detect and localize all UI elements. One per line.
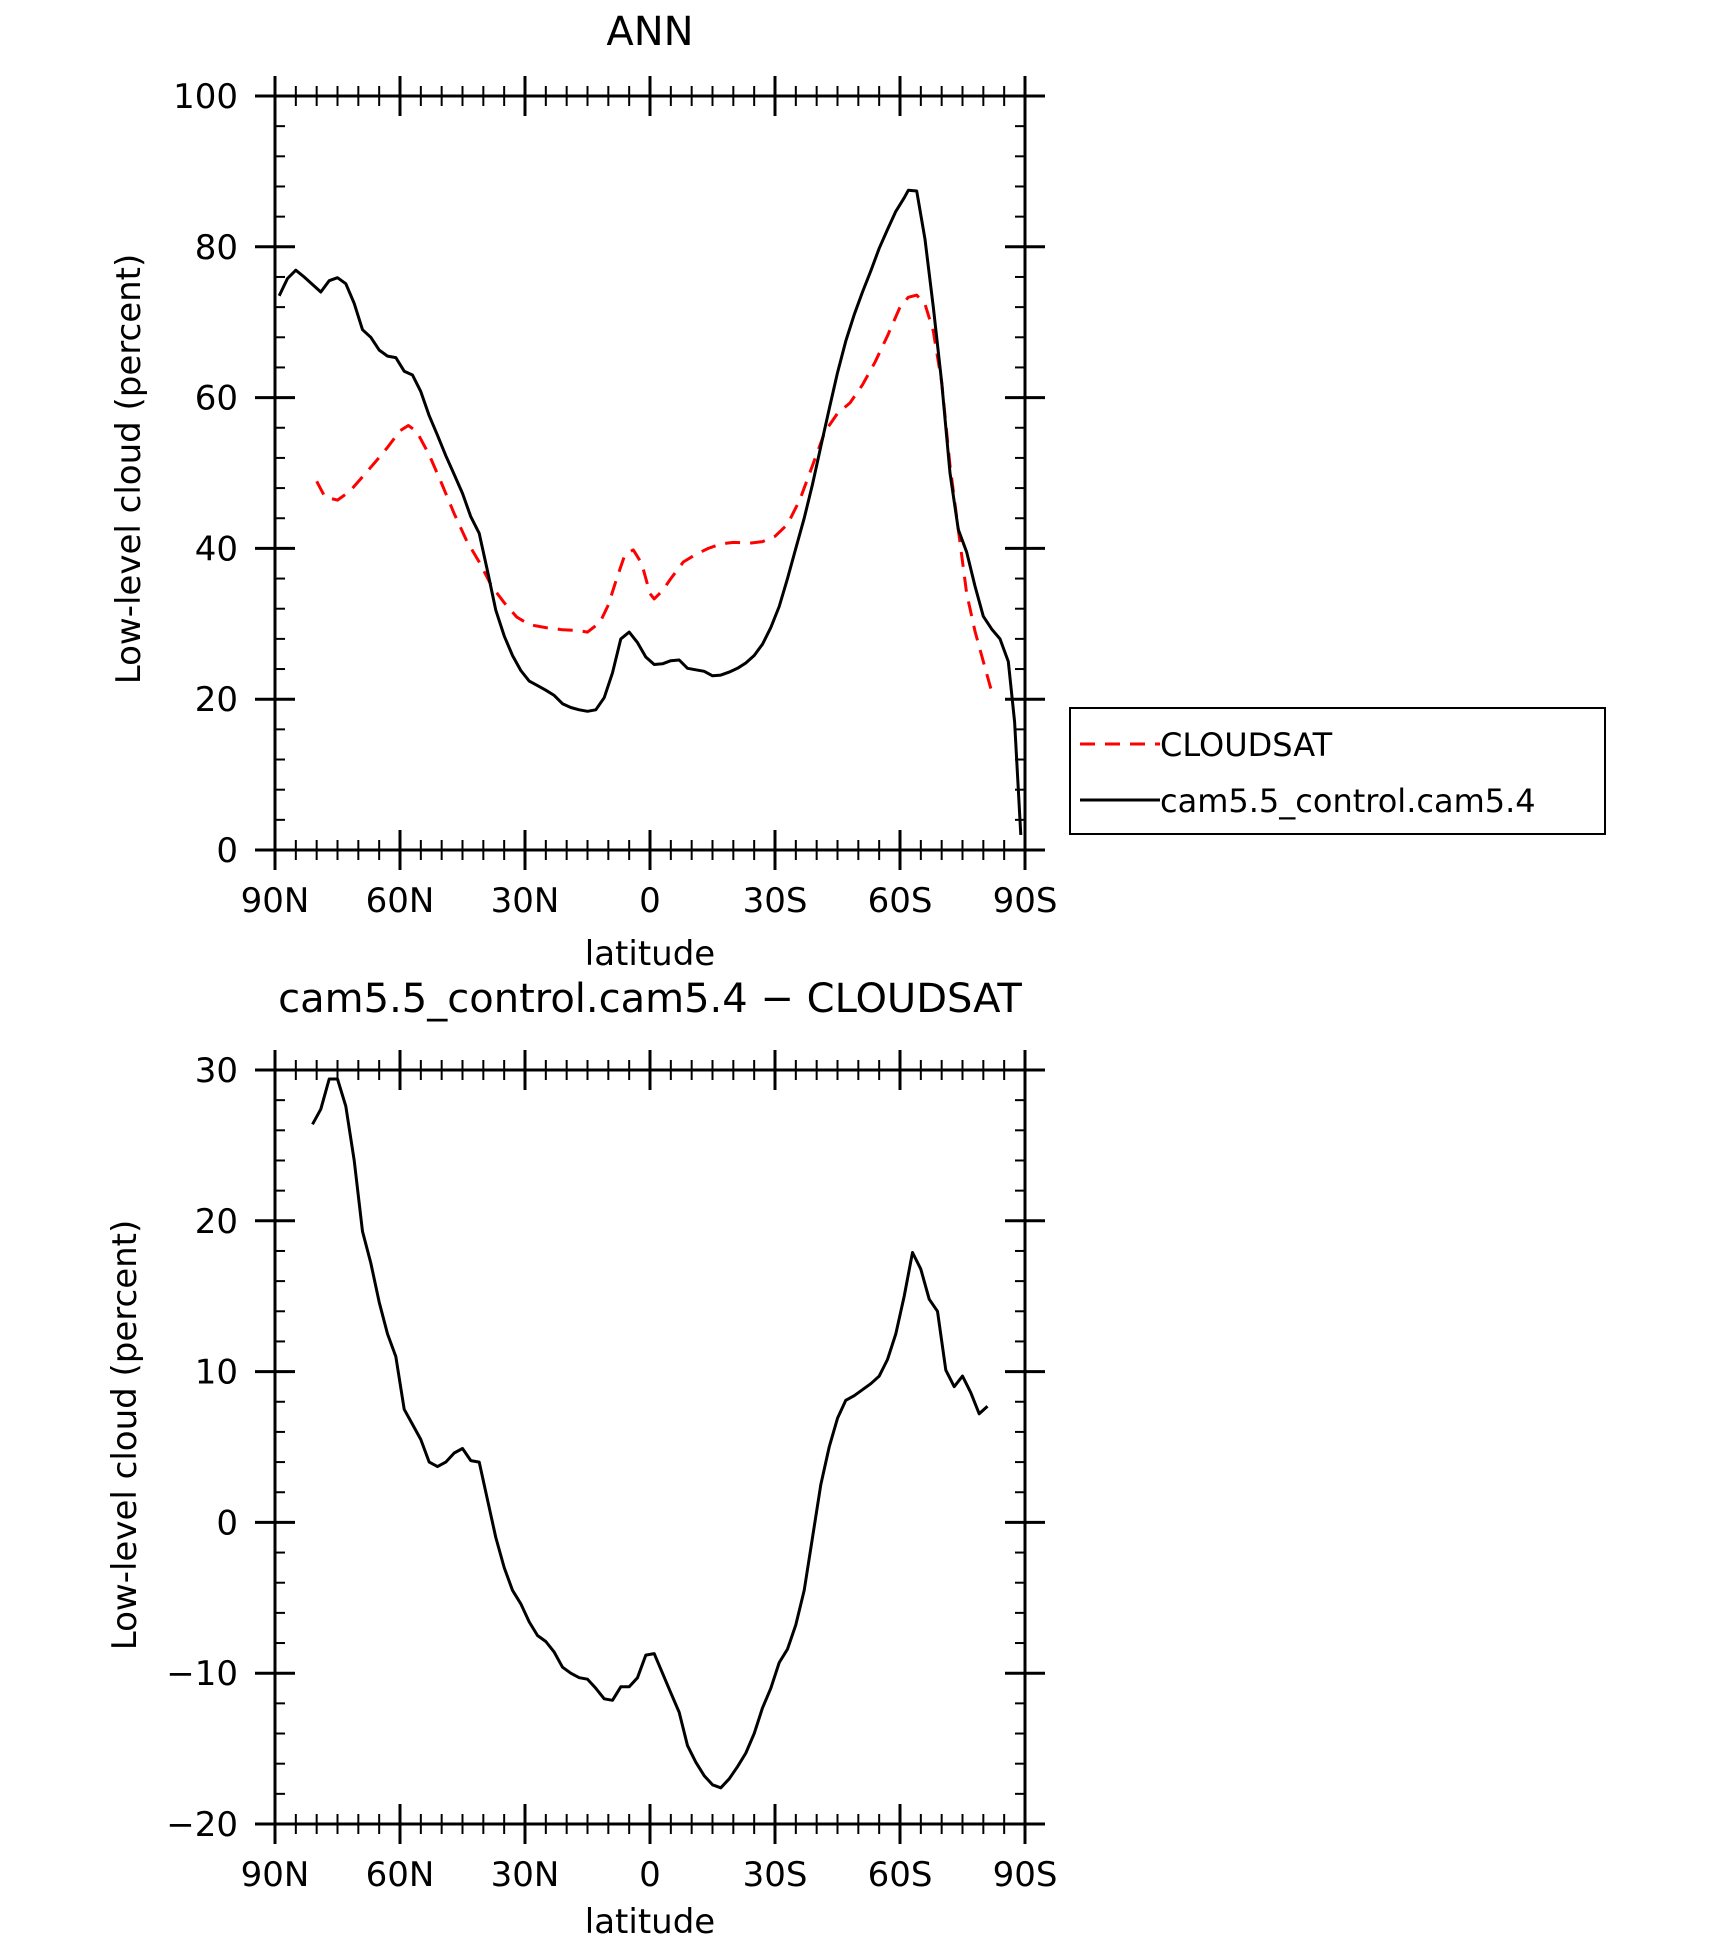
bottom-y-tick-label: 20 <box>195 1202 238 1242</box>
legend: CLOUDSAT cam5.5_control.cam5.4 <box>1069 707 1606 835</box>
top-x-axis-label: latitude <box>585 934 715 974</box>
bottom-x-tick-label: 90S <box>993 1855 1058 1895</box>
top-y-tick-label: 60 <box>195 379 238 419</box>
top-y-tick-label: 40 <box>195 529 238 569</box>
top-x-tick-label: 60N <box>366 881 435 921</box>
top-x-tick-label: 90S <box>993 881 1058 921</box>
bottom-x-axis-label: latitude <box>585 1902 715 1939</box>
top-x-tick-label: 30N <box>491 881 560 921</box>
top-panel: ANN latitude Low-level cloud (percent) 9… <box>109 9 1057 974</box>
top-y-tick-label: 100 <box>173 77 238 117</box>
bottom-axes: 90N 60N 30N 0 30S 60S 90S −20 −10 0 10 20 30 <box>166 1050 1057 1895</box>
top-y-tick-label: 80 <box>195 228 238 268</box>
bottom-y-tick-label: −10 <box>166 1654 238 1694</box>
bottom-series <box>311 1077 989 1790</box>
bottom-x-tick-label: 60S <box>868 1855 933 1895</box>
bottom-x-tick-label: 30S <box>743 1855 808 1895</box>
legend-label-model: cam5.5_control.cam5.4 <box>1160 782 1536 820</box>
top-x-tick-label: 30S <box>743 881 808 921</box>
bottom-y-axis-label: Low-level cloud (percent) <box>105 1220 145 1651</box>
bottom-x-tick-label: 60N <box>366 1855 435 1895</box>
bottom-y-tick-label: 30 <box>195 1051 238 1091</box>
bottom-series-line-0 <box>311 1077 989 1790</box>
bottom-y-tick-label: 0 <box>216 1503 238 1543</box>
top-chart-title: ANN <box>606 9 693 55</box>
bottom-chart-title: cam5.5_control.cam5.4 − CLOUDSAT <box>278 976 1022 1022</box>
top-series <box>277 188 1023 835</box>
top-x-tick-label: 0 <box>639 881 661 921</box>
bottom-y-tick-label: −20 <box>166 1805 238 1845</box>
bottom-panel: cam5.5_control.cam5.4 − CLOUDSAT latitud… <box>105 976 1057 1939</box>
bottom-plot-frame <box>273 1068 1027 1826</box>
legend-label-cloudsat: CLOUDSAT <box>1160 726 1333 764</box>
top-series-line-1 <box>277 188 1023 835</box>
bottom-x-tick-label: 90N <box>241 1855 310 1895</box>
top-x-tick-label: 90N <box>241 881 310 921</box>
top-y-tick-label: 0 <box>216 831 238 871</box>
top-plot-frame <box>273 94 1027 852</box>
top-x-tick-label: 60S <box>868 881 933 921</box>
top-y-axis-label: Low-level cloud (percent) <box>109 254 149 685</box>
top-y-tick-label: 20 <box>195 680 238 720</box>
top-axes: 90N 60N 30N 0 30S 60S 90S 0 20 40 60 80 100 <box>173 76 1057 921</box>
top-series-line-0 <box>315 293 994 693</box>
bottom-x-tick-label: 30N <box>491 1855 560 1895</box>
bottom-x-tick-label: 0 <box>639 1855 661 1895</box>
legend-box <box>1069 707 1606 835</box>
bottom-y-tick-label: 10 <box>195 1353 238 1393</box>
